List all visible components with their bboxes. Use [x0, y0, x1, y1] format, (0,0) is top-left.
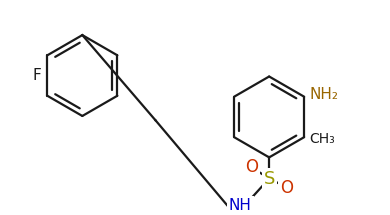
Text: NH₂: NH₂ [310, 87, 339, 102]
Text: S: S [264, 170, 275, 187]
Text: O: O [280, 179, 293, 197]
Text: NH: NH [229, 198, 252, 213]
Text: F: F [33, 68, 41, 83]
Text: O: O [245, 158, 258, 176]
Text: CH₃: CH₃ [309, 132, 335, 146]
